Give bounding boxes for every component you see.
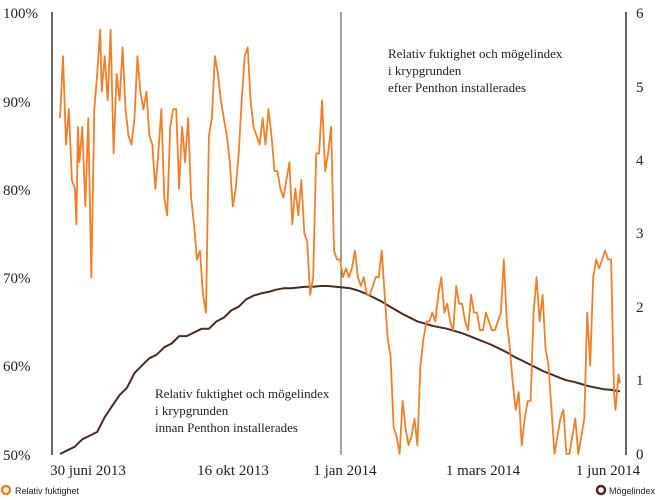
x-axis-ticks: 30 juni 2013 16 okt 2013 1 jan 2014 1 ma… xyxy=(50,463,641,479)
legend: Relativ fuktighet Mögelindex xyxy=(0,484,656,496)
y-left-tick: 60% xyxy=(3,359,31,375)
series-layer xyxy=(59,28,621,455)
annotation-before: Relativ fuktighet och mögelindex i krypg… xyxy=(155,386,330,435)
x-tick: 1 mars 2014 xyxy=(446,463,521,479)
legend-humidity-marker xyxy=(0,484,12,496)
annotation-after: Relativ fuktighet och mögelindex i krypg… xyxy=(388,46,563,95)
x-tick: 1 jan 2014 xyxy=(313,463,377,479)
mold-index-series-line xyxy=(59,285,621,455)
annotation-before-line: innan Penthon installerades xyxy=(155,420,298,435)
y-right-tick: 4 xyxy=(636,153,644,169)
y-right-tick: 5 xyxy=(636,80,644,96)
y-right-tick: 2 xyxy=(636,300,644,316)
y-right-tick: 1 xyxy=(636,373,644,389)
annotation-after-line: Relativ fuktighet och mögelindex xyxy=(388,46,563,61)
y-right-tick: 6 xyxy=(636,6,644,22)
y-left-tick: 90% xyxy=(3,95,31,111)
annotation-after-line: i krypgrunden xyxy=(388,63,462,78)
humidity-series-line xyxy=(59,28,621,455)
annotation-before-line: i krypgrunden xyxy=(155,403,229,418)
legend-humidity-label: Relativ fuktighet xyxy=(15,486,80,496)
x-tick: 1 jun 2014 xyxy=(576,463,641,479)
y-left-tick: 70% xyxy=(3,271,31,287)
y-left-tick: 80% xyxy=(3,183,31,199)
y-left-tick: 50% xyxy=(3,448,31,464)
right-axis-ticks: 6 5 4 3 2 1 0 xyxy=(636,6,644,463)
x-tick: 30 juni 2013 xyxy=(50,463,126,479)
y-right-tick: 3 xyxy=(636,226,644,242)
legend-mold-marker xyxy=(595,484,607,496)
y-left-tick: 100% xyxy=(3,6,38,22)
annotation-before-line: Relativ fuktighet och mögelindex xyxy=(155,386,330,401)
x-tick: 16 okt 2013 xyxy=(197,463,269,479)
left-axis-ticks: 100% 90% 80% 70% 60% 50% xyxy=(3,6,38,464)
legend-mold-label: Mögelindex xyxy=(609,486,656,496)
y-right-tick: 0 xyxy=(636,447,644,463)
annotation-after-line: efter Penthon installerades xyxy=(388,80,526,95)
